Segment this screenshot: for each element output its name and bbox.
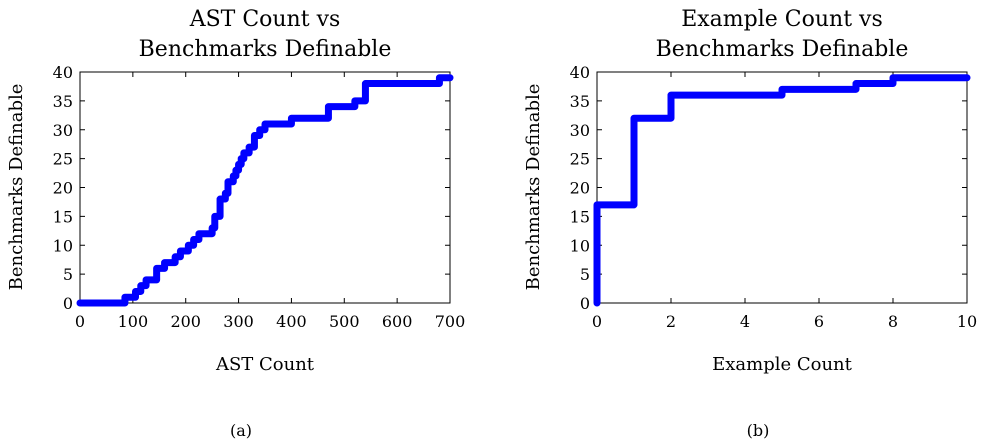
chart-a-plot-frame — [79, 71, 451, 304]
y-tick-label: 25 — [570, 150, 590, 169]
x-tick-label: 0 — [75, 312, 85, 331]
y-tick-label: 35 — [53, 92, 73, 111]
chart-b-ticks — [596, 71, 968, 304]
x-tick-label: 500 — [329, 312, 360, 331]
y-tick-label: 35 — [570, 92, 590, 111]
y-tick-label: 5 — [580, 265, 590, 284]
y-tick-label: 0 — [580, 294, 590, 313]
y-tick-label: 20 — [53, 179, 73, 198]
chart-b: Example Count vs Benchmarks Definable 0 2… — [523, 7, 977, 440]
x-tick-label: 10 — [957, 312, 977, 331]
chart-b-title-line-1: Example Count vs — [681, 7, 883, 32]
chart-a-x-axis-label: AST Count — [215, 354, 315, 375]
x-tick-label: 0 — [592, 312, 602, 331]
chart-b-plot-frame — [596, 71, 968, 304]
x-tick-label: 700 — [435, 312, 466, 331]
chart-a-title-line-1: AST Count vs — [189, 7, 341, 32]
chart-a: AST Count vs Benchmarks Definable 0 100 20… — [6, 7, 465, 440]
y-tick-label: 15 — [53, 207, 73, 226]
chart-b-y-axis-label: Benchmarks Definable — [523, 84, 544, 291]
y-tick-label: 0 — [63, 294, 73, 313]
y-tick-label: 30 — [570, 121, 590, 140]
x-tick-label: 8 — [888, 312, 898, 331]
series-line — [76, 74, 454, 307]
chart-b-caption: (b) — [747, 421, 770, 440]
y-tick-label: 20 — [570, 179, 590, 198]
chart-a-tick-labels: 0 100 200 300 400 500 600 700 0 5 10 15 20 25 30 35 40 — [53, 63, 466, 331]
chart-a-series-group — [76, 74, 454, 307]
chart-a-y-axis-label: Benchmarks Definable — [6, 84, 27, 291]
y-tick-label: 15 — [570, 207, 590, 226]
series-line — [593, 74, 971, 307]
x-tick-label: 200 — [170, 312, 201, 331]
chart-b-x-axis-label: Example Count — [712, 354, 853, 375]
chart-a-caption: (a) — [230, 421, 252, 440]
y-tick-label: 10 — [53, 236, 73, 255]
y-tick-label: 5 — [63, 265, 73, 284]
y-tick-label: 25 — [53, 150, 73, 169]
chart-b-tick-labels: 0 2 4 6 8 10 0 5 10 15 20 25 30 35 40 — [570, 63, 978, 331]
y-tick-label: 10 — [570, 236, 590, 255]
x-tick-label: 2 — [666, 312, 676, 331]
y-tick-label: 40 — [53, 63, 73, 82]
x-tick-label: 100 — [118, 312, 149, 331]
chart-a-ticks — [79, 71, 451, 304]
y-tick-label: 40 — [570, 63, 590, 82]
x-tick-label: 300 — [223, 312, 254, 331]
x-tick-label: 400 — [276, 312, 307, 331]
x-tick-label: 600 — [382, 312, 413, 331]
x-tick-label: 6 — [814, 312, 824, 331]
x-tick-label: 4 — [740, 312, 750, 331]
chart-b-series-group — [593, 74, 971, 307]
chart-b-title-line-2: Benchmarks Definable — [656, 37, 909, 62]
chart-a-title-line-2: Benchmarks Definable — [139, 37, 392, 62]
y-tick-label: 30 — [53, 121, 73, 140]
